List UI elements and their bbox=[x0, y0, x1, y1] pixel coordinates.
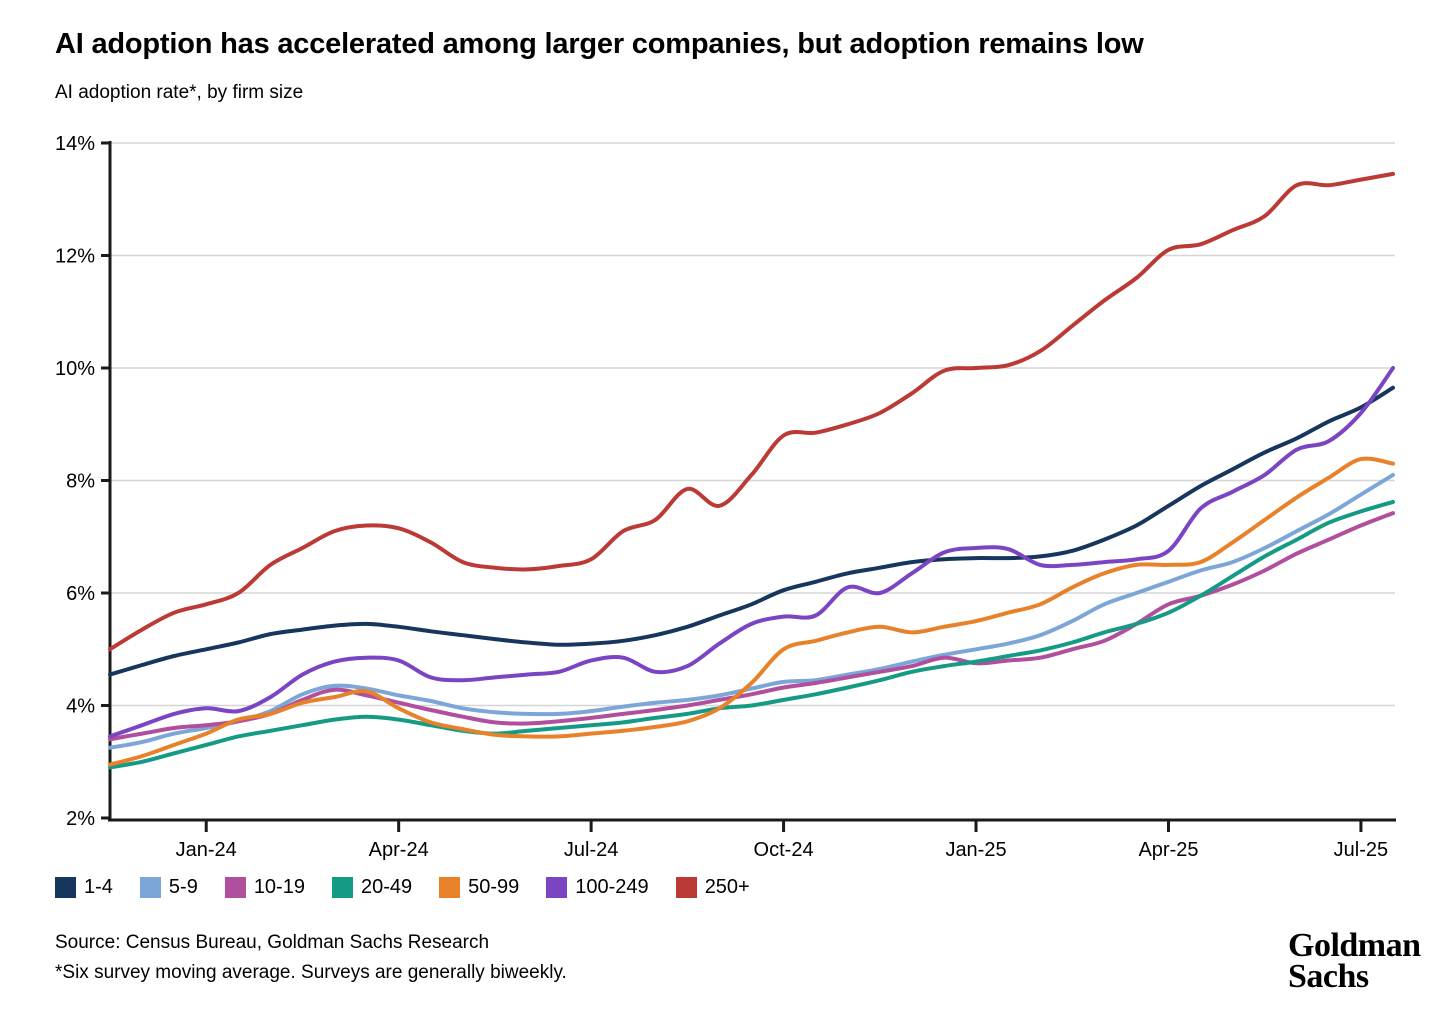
source-text: Source: Census Bureau, Goldman Sachs Res… bbox=[55, 932, 490, 953]
legend-swatch-10-19 bbox=[224, 877, 246, 898]
x-tick-label: Jan-25 bbox=[945, 839, 1006, 861]
x-tick-label: Apr-24 bbox=[369, 839, 429, 861]
chart-subtitle: AI adoption rate*, by firm size bbox=[55, 82, 304, 103]
legend-swatch-250+ bbox=[675, 877, 697, 898]
y-tick-label: 4% bbox=[66, 696, 95, 718]
x-tick-label: Oct-24 bbox=[754, 839, 814, 861]
footnote-text: *Six survey moving average. Surveys are … bbox=[55, 962, 567, 983]
line-chart: 2% 4% 6% 8% 10% 12% 14% Jan-24 Apr-24 Jul-24 Oct-2… bbox=[55, 133, 1396, 861]
legend-swatch-20-49 bbox=[331, 877, 353, 898]
y-tick-label: 10% bbox=[55, 358, 95, 380]
x-tick-label: Jul-24 bbox=[564, 839, 618, 861]
legend-item-5-9: 5-9 bbox=[139, 876, 198, 899]
logo-line-2: Sachs bbox=[1288, 958, 1369, 996]
legend-label: 50-99 bbox=[468, 876, 520, 898]
legend-item-1-4: 1-4 bbox=[55, 876, 113, 899]
legend-swatch-1-4 bbox=[55, 877, 76, 898]
legend-item-20-49: 20-49 bbox=[331, 876, 413, 899]
legend-swatch-5-9 bbox=[139, 877, 161, 898]
legend-item-250+: 250+ bbox=[675, 876, 750, 899]
y-tick-label: 14% bbox=[55, 133, 95, 155]
x-tick-label: Jan-24 bbox=[176, 839, 237, 861]
legend-item-100-249: 100-249 bbox=[546, 876, 649, 899]
legend-swatch-100-249 bbox=[546, 877, 568, 898]
legend-label: 20-49 bbox=[360, 876, 413, 898]
legend-item-50-99: 50-99 bbox=[439, 876, 519, 899]
legend-swatch-50-99 bbox=[439, 877, 461, 898]
page-title: AI adoption has accelerated among larger… bbox=[55, 28, 1144, 60]
y-tick-label: 6% bbox=[66, 583, 95, 605]
legend-label: 100-249 bbox=[575, 876, 649, 898]
chart-legend: 1-4 5-9 10-19 20-49 50-99 100-249 250+ bbox=[55, 876, 750, 899]
legend-label: 10-19 bbox=[253, 876, 305, 898]
series-line-20-49 bbox=[108, 499, 1395, 770]
y-tick-label: 2% bbox=[66, 808, 95, 830]
goldman-sachs-logo: Goldman Sachs bbox=[1288, 927, 1421, 996]
series-line-100-249 bbox=[108, 366, 1395, 739]
series-line-1-4 bbox=[108, 385, 1395, 677]
series-line-50-99 bbox=[108, 456, 1395, 767]
legend-label: 1-4 bbox=[84, 876, 113, 898]
logo-line-1: Goldman bbox=[1288, 927, 1421, 964]
legend-item-10-19: 10-19 bbox=[224, 876, 305, 899]
y-tick-label: 8% bbox=[66, 471, 95, 493]
x-tick-label: Jul-25 bbox=[1334, 839, 1388, 861]
legend-label: 5-9 bbox=[168, 876, 198, 898]
series-line-250+ bbox=[108, 171, 1395, 652]
y-tick-label: 12% bbox=[55, 246, 95, 268]
x-tick-label: Apr-25 bbox=[1138, 839, 1198, 861]
legend-label: 250+ bbox=[704, 876, 750, 898]
series-line-5-9 bbox=[108, 472, 1395, 750]
series-line-10-19 bbox=[108, 511, 1395, 742]
